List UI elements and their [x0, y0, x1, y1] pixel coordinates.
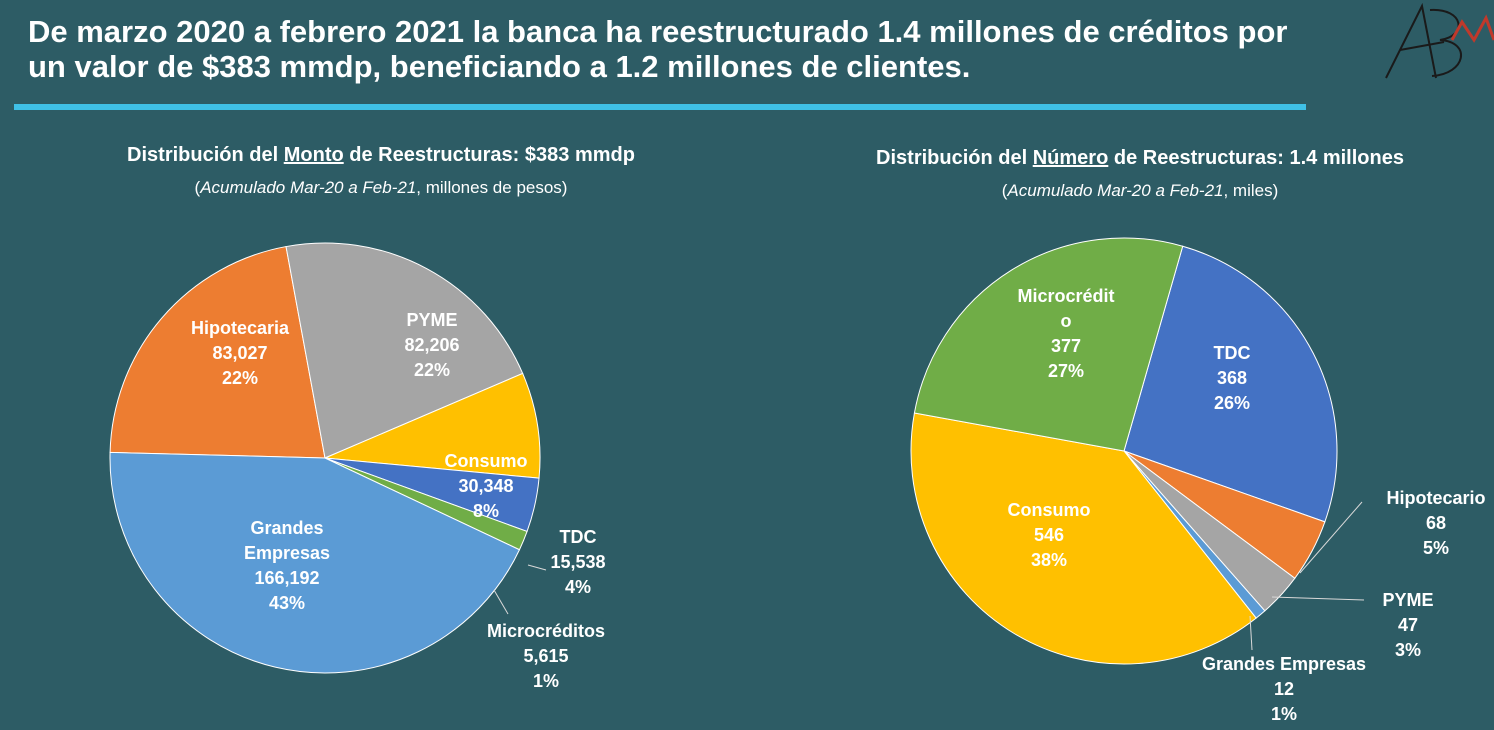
headline: De marzo 2020 a febrero 2021 la banca ha…	[28, 14, 1288, 84]
pie-slice-pyme	[285, 242, 524, 459]
slice-label-consumo: Consumo 546 38%	[1008, 500, 1091, 570]
slice-label-tdc: TDC 368 26%	[1214, 343, 1251, 413]
leader-line	[527, 564, 547, 571]
slice-label-grandes-empresas: Grandes Empresas 12 1%	[1202, 654, 1366, 724]
abm-logo-graphic	[1385, 2, 1494, 79]
pie-slice-tdc	[1123, 245, 1338, 523]
pie-slice-grandes-empresas	[109, 451, 521, 674]
slice-label-hipotecaria: Hipotecaria 83,027 22%	[191, 318, 290, 388]
slice-label-tdc: TDC 15,538 4%	[550, 527, 605, 597]
leader-line	[1249, 615, 1253, 651]
slice-label-grandes-empresas: Grandes Empresas 166,192 43%	[244, 518, 330, 613]
slice-label-consumo: Consumo 30,348 8%	[445, 451, 528, 521]
leader-line	[1271, 596, 1365, 601]
slice-label-microcrédito: Microcrédit o 377 27%	[1017, 286, 1114, 381]
pie-slice-consumo	[324, 372, 541, 479]
chart-1-subtitle: (Acumulado Mar-20 a Feb-21, millones de …	[194, 178, 568, 197]
chart-2-subtitle: (Acumulado Mar-20 a Feb-21, miles)	[1001, 181, 1279, 200]
title-divider	[14, 104, 1306, 110]
pie-slice-hipotecaria	[109, 245, 326, 459]
slice-label-pyme: PYME 82,206 22%	[404, 310, 459, 380]
chart-1-title: Distribución del Monto de Reestructuras:…	[127, 144, 635, 166]
abm-logo	[1344, 0, 1494, 95]
slice-label-microcréditos: Microcréditos 5,615 1%	[487, 621, 605, 691]
chart-2-title: Distribución del Número de Reestructuras…	[876, 147, 1404, 169]
pie-slice-consumo	[910, 412, 1257, 665]
pie-slice-microcrédito	[913, 237, 1184, 452]
leader-line	[1299, 501, 1363, 574]
leader-line	[493, 589, 509, 615]
slice-label-hipotecario: Hipotecario 68 5%	[1386, 488, 1485, 558]
slice-label-pyme: PYME 47 3%	[1382, 590, 1433, 660]
